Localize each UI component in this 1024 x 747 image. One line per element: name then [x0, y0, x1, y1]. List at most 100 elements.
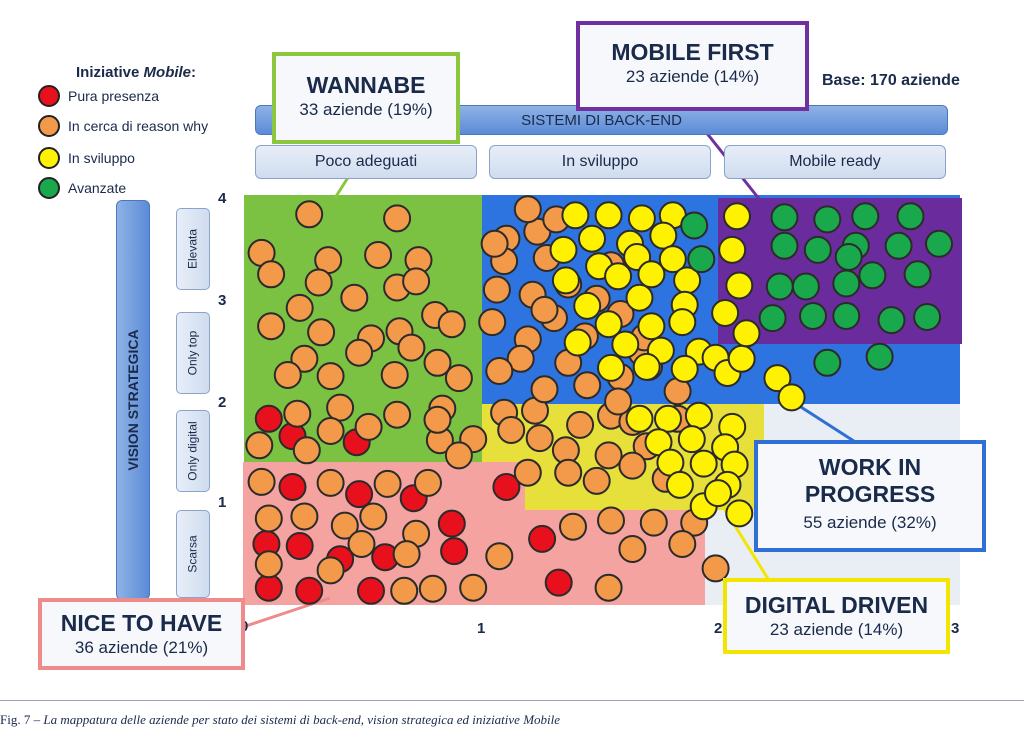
legend-item-reason-why: In cerca di reason why — [38, 114, 208, 138]
company-point — [687, 245, 716, 274]
company-point — [618, 451, 647, 480]
column-header-poco-adeguati: Poco adeguati — [255, 145, 477, 179]
company-point — [549, 235, 578, 264]
callout-subtitle: 36 aziende (21%) — [74, 638, 209, 657]
company-point — [347, 530, 376, 558]
company-point — [777, 383, 806, 412]
company-point — [723, 202, 751, 231]
column-header-in-sviluppo: In sviluppo — [489, 145, 711, 179]
company-point — [345, 480, 374, 509]
company-point — [459, 573, 488, 602]
row-header-elevata: Elevata — [176, 208, 210, 290]
company-point — [594, 441, 623, 470]
company-point — [480, 229, 509, 258]
company-point — [345, 338, 374, 367]
company-point — [561, 201, 590, 230]
callout-subtitle: 23 aziende (14%) — [625, 67, 760, 86]
company-point — [851, 202, 880, 231]
callout-title: NICE TO HAVE — [60, 610, 223, 636]
callout-subtitle: 33 aziende (19%) — [299, 100, 433, 119]
x-tick-label: 2 — [714, 620, 723, 637]
company-point — [482, 275, 511, 304]
company-point — [597, 506, 625, 535]
company-point — [402, 267, 431, 296]
company-point — [559, 512, 587, 541]
orange-dot-icon — [38, 115, 60, 137]
y-tick-label: 2 — [218, 394, 227, 411]
company-point — [727, 344, 756, 373]
company-point — [292, 436, 321, 465]
legend-title: Iniziative Mobile: — [76, 64, 197, 81]
company-point — [618, 535, 647, 563]
company-point — [701, 554, 730, 583]
company-point — [903, 260, 932, 289]
company-point — [649, 221, 678, 250]
company-point — [307, 318, 336, 347]
company-point — [877, 306, 906, 335]
company-point — [625, 404, 654, 433]
company-point — [594, 201, 623, 230]
callout-title-line2: PROGRESS — [804, 481, 936, 507]
company-point — [544, 568, 573, 597]
company-point — [765, 272, 794, 301]
company-point — [670, 354, 699, 383]
y-axis-title-bar: VISION STRATEGICA — [116, 200, 150, 600]
company-point — [506, 344, 535, 373]
pointer-work-in-progress — [789, 398, 861, 447]
company-point — [896, 202, 925, 231]
callout-work-in-progress: WORK IN PROGRESS 55 aziende (32%) — [754, 440, 986, 552]
company-point — [437, 509, 466, 538]
company-point — [295, 200, 324, 229]
company-point — [689, 449, 718, 478]
company-point — [525, 424, 554, 453]
callout-subtitle: 55 aziende (32%) — [803, 513, 937, 532]
callout-title: MOBILE FIRST — [611, 39, 774, 65]
company-point — [597, 353, 625, 382]
company-point — [392, 540, 421, 569]
company-point — [865, 342, 894, 371]
company-point — [563, 328, 592, 357]
company-point — [530, 295, 559, 324]
company-point — [632, 352, 661, 381]
company-point — [654, 404, 682, 433]
company-point — [625, 283, 654, 312]
company-point — [725, 499, 754, 528]
company-point — [316, 362, 345, 391]
yellow-dot-icon — [38, 147, 60, 169]
company-point — [813, 205, 842, 234]
company-point — [677, 425, 706, 454]
company-point — [573, 371, 602, 400]
x-tick-label: 3 — [951, 620, 960, 637]
company-point — [704, 479, 732, 508]
company-point — [813, 348, 842, 377]
company-point — [283, 399, 312, 428]
company-point — [832, 302, 861, 330]
company-point — [423, 405, 452, 434]
company-point — [718, 235, 747, 264]
company-point — [444, 364, 473, 393]
company-point — [492, 473, 521, 501]
company-point — [357, 576, 385, 605]
column-header-mobile-ready: Mobile ready — [724, 145, 946, 179]
legend-item-in-sviluppo: In sviluppo — [38, 146, 135, 170]
company-point — [913, 303, 942, 331]
company-point — [639, 508, 668, 537]
company-point — [285, 293, 314, 322]
company-points — [245, 195, 953, 605]
company-point — [423, 348, 452, 377]
legend-label: Avanzate — [68, 180, 127, 196]
company-point — [711, 299, 740, 327]
company-point — [414, 468, 442, 497]
company-point — [770, 203, 799, 232]
company-point — [278, 473, 307, 501]
company-point — [530, 375, 559, 404]
company-point — [254, 573, 283, 602]
company-point — [326, 393, 355, 422]
company-point — [551, 266, 580, 295]
company-point — [373, 469, 402, 498]
company-point — [758, 304, 787, 333]
caption-divider — [0, 700, 1024, 701]
company-point — [611, 330, 640, 359]
company-point — [658, 245, 687, 274]
